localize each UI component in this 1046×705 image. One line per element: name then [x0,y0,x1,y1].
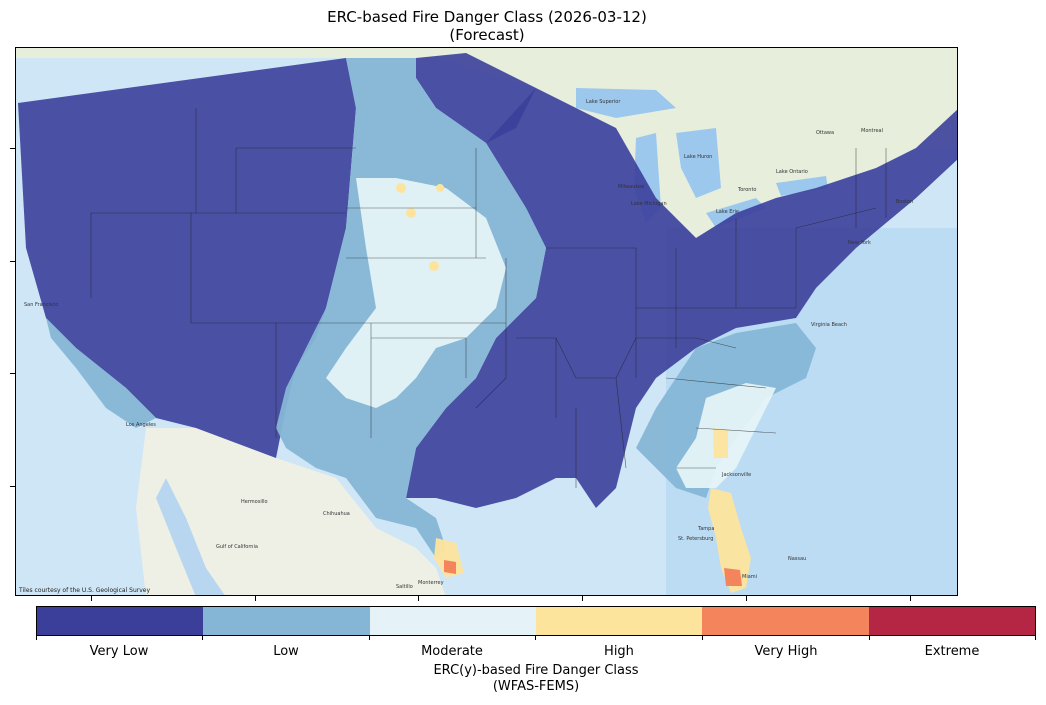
y-axis-tick [10,261,15,262]
place-label: Monterrey [418,580,444,586]
place-label: Montreal [861,128,883,134]
x-axis-tick [91,596,92,601]
place-label: Miami [742,574,757,580]
place-label: Tampa [697,526,714,532]
place-label: Hermosillo [241,499,268,505]
hotspot-high [396,183,406,193]
colorbar-cell-low [203,607,370,635]
colorbar-label-extreme: Extreme [924,644,980,659]
colorbar-cell-very-low [37,607,204,635]
place-label: Lake Ontario [776,169,808,175]
colorbar-tick [1035,636,1036,640]
x-axis-tick [746,596,747,601]
colorbar-label-high: High [604,644,634,659]
colorbar-cell-extreme [868,607,1035,635]
colorbar-label-low: Low [273,644,299,659]
y-axis-tick [10,148,15,149]
place-label: St. Petersburg [678,536,713,542]
place-label: Lake Michigan [631,201,667,207]
colorbar-tick [36,636,37,640]
place-label: Lake Erie [716,209,739,215]
place-label: New York [848,240,871,246]
place-label: Toronto [737,187,756,193]
colorbar-label-very-low: Very Low [89,644,149,659]
colorbar-tick [535,636,536,640]
colorbar-cell-high [535,607,703,635]
place-label: Milwaukee [618,184,644,190]
lake-superior [576,88,676,118]
colorbar-tick [702,636,703,640]
region-california-coast-low [46,318,156,428]
place-label: Boston [896,199,913,205]
chart-title-line1: ERC-based Fire Danger Class (2026-03-12) [327,8,647,26]
y-axis-tick [10,373,15,374]
region-florida-high [708,488,751,593]
x-axis-tick [910,596,911,601]
colorbar-title-line1: ERC(y)-based Fire Danger Class [433,663,639,678]
colorbar-label-moderate: Moderate [421,644,483,659]
map-attribution: Tiles courtesy of the U.S. Geological Su… [19,587,151,594]
lake-ontario [776,176,828,196]
place-label: Los Angeles [126,422,156,428]
map-canvas: San Francisco Los Angeles Hermosillo Chi… [16,48,957,595]
state-boundaries [90,108,887,488]
colorbar-label-very-high: Very High [754,644,818,659]
colorbar-cell-very-high [702,607,869,635]
x-axis-tick [418,596,419,601]
lake-huron [676,128,721,198]
gulf-of-california [156,478,225,595]
region-south-texas-high [434,538,464,578]
canada-land [16,48,957,238]
colorbar [36,606,1036,636]
colorbar-title-line2: (WFAS-FEMS) [492,679,580,694]
region-south-florida-very-high [724,568,742,586]
colorbar-tick [202,636,203,640]
x-axis-tick [582,596,583,601]
hotspot-high [406,208,416,218]
city-labels: San Francisco Los Angeles Hermosillo Chi… [24,99,913,590]
chart-title: ERC-based Fire Danger Class (2026-03-12)… [0,8,974,44]
place-label: Virginia Beach [811,322,847,328]
mexico-land [136,428,446,595]
colorbar-title: ERC(y)-based Fire Danger Class (WFAS-FEM… [36,663,1036,695]
hotspot-high [436,184,444,192]
colorbar-tick [869,636,870,640]
hotspot-high [429,261,439,271]
region-north-central-very-low [416,53,536,143]
place-label: Lake Huron [684,154,712,160]
chart-title-line2: (Forecast) [449,26,525,44]
place-label: Gulf of California [216,544,258,550]
place-label: Saltillo [396,584,413,590]
region-south-texas-very-high [444,560,456,574]
place-label: San Francisco [24,302,58,308]
region-west-very-low [18,58,356,458]
region-georgia-high [713,428,728,458]
place-label: Nassau [788,556,806,562]
place-label: Jacksonville [721,472,751,478]
place-label: Ottawa [816,130,834,136]
colorbar-cell-moderate [369,607,536,635]
x-axis-tick [255,596,256,601]
place-label: Lake Superior [586,99,621,105]
colorbar-tick [369,636,370,640]
region-east-very-low [406,88,957,508]
place-label: Chihuahua [323,511,350,517]
y-axis-tick [10,486,15,487]
fire-danger-map[interactable]: San Francisco Los Angeles Hermosillo Chi… [15,47,958,596]
